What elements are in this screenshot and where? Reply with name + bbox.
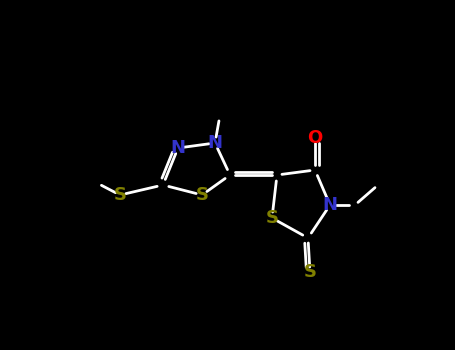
Text: S: S xyxy=(196,186,208,204)
Text: S: S xyxy=(113,186,126,204)
Text: O: O xyxy=(308,129,323,147)
Text: N: N xyxy=(323,196,338,214)
Text: S: S xyxy=(303,263,317,281)
Text: N: N xyxy=(207,134,222,152)
Text: N: N xyxy=(171,139,186,157)
Text: S: S xyxy=(266,209,278,227)
